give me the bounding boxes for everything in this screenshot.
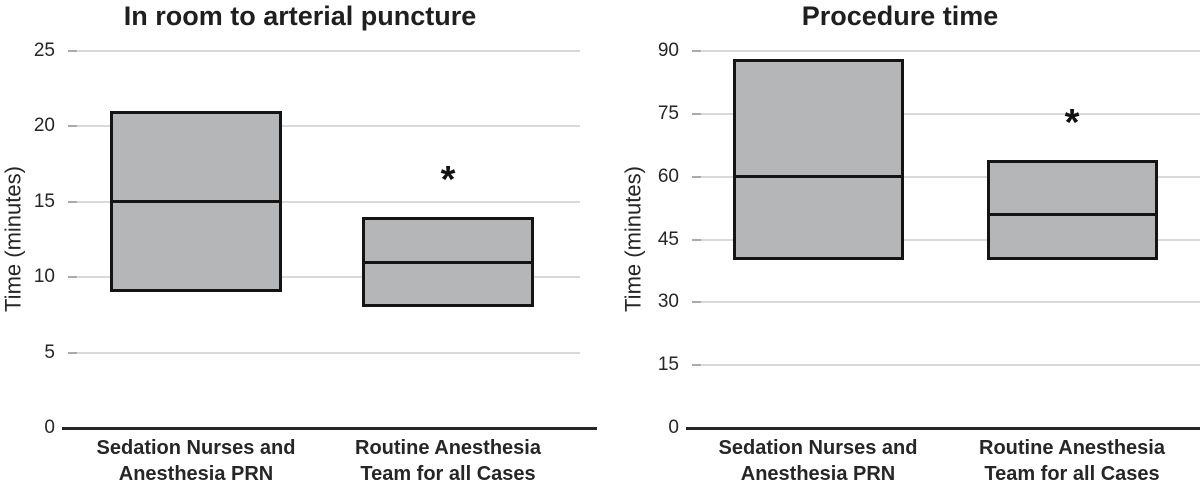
- y-tick-label: 0: [44, 417, 55, 438]
- y-tick-mark: [692, 112, 701, 115]
- category-label: Routine Anesthesia Team for all Cases: [979, 437, 1165, 485]
- chart-title: In room to arterial puncture: [123, 1, 477, 31]
- y-tick-label: 15: [33, 190, 55, 212]
- chart-title: Procedure time: [801, 1, 999, 31]
- chart-procedure-time: Procedure time Time (minutes) 0 15 30 45 60 7…: [600, 0, 1200, 490]
- y-tick-label: 15: [657, 354, 679, 376]
- gridline: [68, 50, 580, 52]
- y-tick-label: 75: [657, 102, 679, 124]
- y-tick-label: 25: [33, 40, 55, 61]
- x-axis-line: [62, 427, 597, 430]
- gridline: [692, 301, 1200, 304]
- box-plot-box: [110, 111, 282, 293]
- gridline: [68, 276, 580, 279]
- median-line: [113, 200, 279, 204]
- median-line: [735, 175, 901, 179]
- gridline: [692, 238, 1200, 241]
- y-tick-mark: [68, 200, 77, 203]
- y-tick-label: 45: [657, 228, 679, 250]
- y-tick-mark: [68, 351, 77, 354]
- box-plot-box: [986, 159, 1158, 261]
- y-tick-label: 5: [44, 341, 55, 363]
- gridline: [68, 200, 580, 203]
- box-plot-box: [362, 216, 534, 308]
- y-tick-mark: [692, 175, 701, 178]
- y-tick-mark: [692, 238, 701, 241]
- category-label: Sedation Nurses and Anesthesia PRN: [718, 437, 918, 485]
- y-tick-label: 90: [657, 40, 679, 61]
- y-tick-label: 20: [33, 115, 55, 137]
- gridline: [68, 351, 580, 354]
- median-line: [989, 212, 1155, 216]
- y-axis-label: Time (minutes): [0, 166, 26, 312]
- box-plot-box: [732, 59, 904, 261]
- gridline: [68, 125, 580, 128]
- y-tick-mark: [68, 125, 77, 128]
- y-tick-label: 30: [657, 291, 679, 313]
- significance-asterisk: *: [1064, 101, 1080, 144]
- chart-in-room-to-arterial-puncture: In room to arterial puncture Time (minut…: [0, 1, 597, 485]
- category-label: Sedation Nurses and Anesthesia PRN: [96, 437, 296, 485]
- y-tick-mark: [692, 301, 701, 304]
- gridline: [692, 175, 1200, 178]
- gridline: [692, 364, 1200, 367]
- significance-asterisk: *: [440, 158, 456, 201]
- gridline: [692, 112, 1200, 115]
- x-axis-line: [686, 427, 1200, 430]
- y-tick-mark: [692, 364, 701, 367]
- gridline: [692, 50, 1200, 52]
- y-tick-label: 10: [33, 266, 55, 288]
- y-tick-label: 0: [668, 417, 679, 438]
- y-tick-label: 60: [657, 165, 679, 187]
- y-tick-mark: [68, 50, 77, 52]
- category-label: Routine Anesthesia Team for all Cases: [355, 437, 541, 485]
- y-tick-mark: [692, 50, 701, 52]
- median-line: [365, 260, 531, 264]
- y-tick-mark: [68, 276, 77, 279]
